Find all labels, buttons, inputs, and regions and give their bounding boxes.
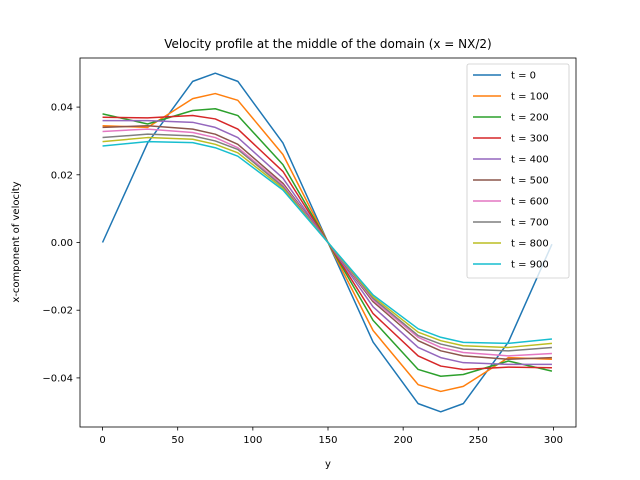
legend: t = 0 t = 100 t = 200 t = 300 t = 400 t = 500… — [466, 63, 570, 279]
x-axis-label: y — [325, 459, 331, 470]
x-tick-label: 50 — [171, 435, 184, 446]
legend-label: t = 800 — [511, 239, 549, 250]
legend-label: t = 700 — [511, 218, 549, 229]
chart-title: Velocity profile at the middle of the do… — [164, 37, 491, 51]
legend-label: t = 900 — [511, 260, 549, 271]
legend-label: t = 500 — [511, 176, 549, 187]
legend-label: t = 100 — [511, 92, 549, 103]
legend-label: t = 300 — [511, 134, 549, 145]
y-tick-label: −0.04 — [42, 373, 73, 384]
x-tick-label: 100 — [243, 435, 262, 446]
y-tick-label: 0.04 — [51, 103, 73, 114]
series-line-10 — [102, 140, 553, 345]
y-tick-label: 0.02 — [51, 170, 73, 181]
y-tick-label: 0.00 — [51, 238, 73, 249]
x-tick-label: 300 — [544, 435, 563, 446]
y-tick-label: −0.02 — [42, 306, 73, 317]
x-tick-label: 250 — [469, 435, 488, 446]
axes: 0 50 100 150 200 250 300 −0.04 −0.02 0.00 0.02 0.04 — [42, 57, 577, 446]
x-tick-label: 0 — [99, 435, 105, 446]
plot-area — [101, 72, 553, 413]
legend-label: t = 400 — [511, 155, 549, 166]
x-tick-label: 200 — [394, 435, 413, 446]
x-tick-label: 150 — [318, 435, 337, 446]
y-axis-label: x-component of velocity — [11, 181, 22, 302]
legend-label: t = 200 — [511, 113, 549, 124]
legend-label: t = 0 — [511, 71, 536, 82]
legend-label: t = 600 — [511, 197, 549, 208]
